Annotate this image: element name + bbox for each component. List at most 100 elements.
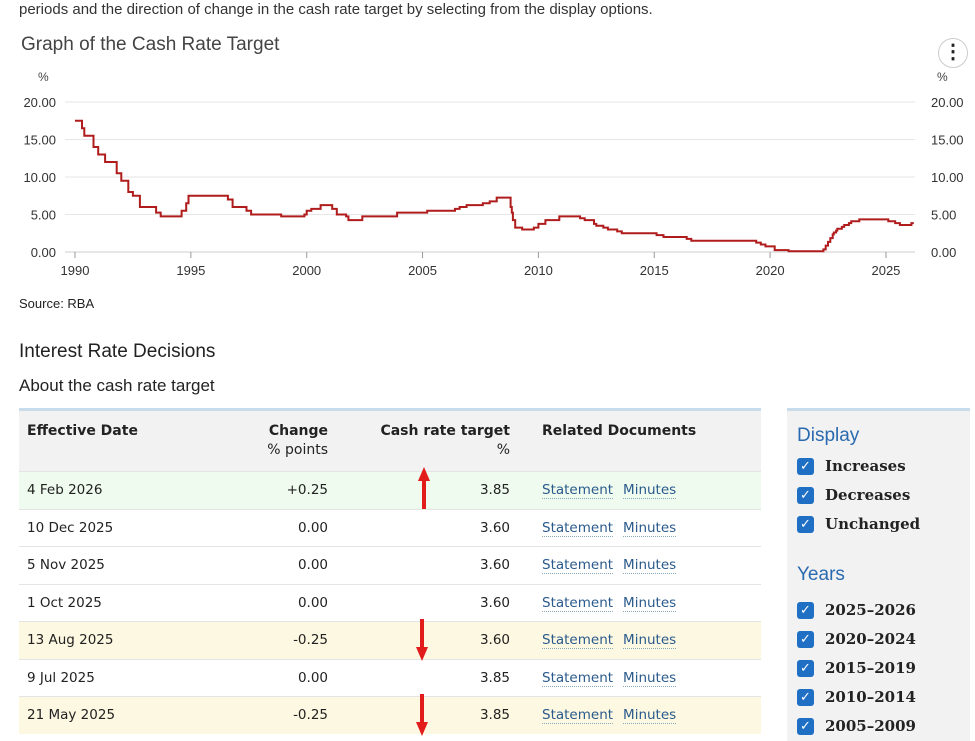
row-target: 3.85 xyxy=(336,467,518,509)
statement-link[interactable]: Statement xyxy=(542,669,614,687)
section-title: Interest Rate Decisions xyxy=(19,341,216,362)
statement-link[interactable]: Statement xyxy=(542,632,614,650)
row-date: 10 Dec 2025 xyxy=(19,508,195,547)
table-row: 13 Aug 2025 -0.25 3.60 Statement Minutes xyxy=(19,619,761,661)
checkbox-checked-icon: ✓ xyxy=(797,717,814,735)
x-tick-label: 2020 xyxy=(756,263,785,278)
minutes-link[interactable]: Minutes xyxy=(623,632,677,650)
minutes-link[interactable]: Minutes xyxy=(623,519,677,537)
row-change: -0.25 xyxy=(195,696,336,734)
checkbox-2025-2026[interactable]: ✓ 2025–2026 xyxy=(797,600,970,620)
checkbox-label: Unchanged xyxy=(825,515,921,533)
table-row: 21 May 2025 -0.25 3.85 Statement Minutes xyxy=(19,694,761,736)
checkbox-label: Increases xyxy=(825,457,906,475)
row-docs: Statement Minutes xyxy=(518,546,761,584)
table-row: 10 Dec 2025 0.00 3.60 Statement Minutes xyxy=(19,508,761,547)
row-docs: Statement Minutes xyxy=(518,621,761,659)
x-tick-label: 2000 xyxy=(292,263,321,278)
arrow-up-icon xyxy=(418,467,430,509)
statement-link[interactable]: Statement xyxy=(542,482,614,500)
x-tick-label: 2025 xyxy=(871,263,900,278)
row-date: 5 Nov 2025 xyxy=(19,546,195,584)
checkbox-2020-2024[interactable]: ✓ 2020–2024 xyxy=(797,629,970,649)
minutes-link[interactable]: Minutes xyxy=(623,482,677,500)
minutes-link[interactable]: Minutes xyxy=(623,707,677,725)
cash-rate-chart: % % 0.00 0.00 5.00 5.00 10.00 10.00 15.00 15.00 20… xyxy=(23,70,964,278)
cash-rate-line xyxy=(75,119,914,253)
display-title: Display xyxy=(797,425,860,446)
row-docs: Statement Minutes xyxy=(518,508,761,547)
y-tick-right: 0.00 xyxy=(931,245,956,260)
checkbox-checked-icon: ✓ xyxy=(797,659,814,677)
y-tick-right: 20.00 xyxy=(931,95,964,110)
y-tick-left: 5.00 xyxy=(31,208,56,223)
checkbox-checked-icon: ✓ xyxy=(797,601,814,619)
arrow-down-icon xyxy=(416,694,428,736)
chart-source: Source: RBA xyxy=(19,296,95,311)
table-row: 1 Oct 2025 0.00 3.60 Statement Minutes xyxy=(19,583,761,622)
row-docs: Statement Minutes xyxy=(518,696,761,734)
decisions-table: Effective Date Change% points Cash rate … xyxy=(19,408,761,736)
statement-link[interactable]: Statement xyxy=(542,557,614,575)
row-target: 3.85 xyxy=(336,658,518,697)
row-date: 21 May 2025 xyxy=(19,696,195,734)
checkbox-increases[interactable]: ✓ Increases xyxy=(797,456,970,476)
table-row: 5 Nov 2025 0.00 3.60 Statement Minutes xyxy=(19,546,761,584)
checkbox-decreases[interactable]: ✓ Decreases xyxy=(797,485,970,505)
y-tick-left: 20.00 xyxy=(23,95,56,110)
y-tick-left: 15.00 xyxy=(23,133,56,148)
x-tick-label: 1990 xyxy=(61,263,90,278)
row-target: 3.85 xyxy=(336,694,518,736)
row-target: 3.60 xyxy=(336,546,518,584)
row-target: 3.60 xyxy=(336,583,518,622)
chart-menu-button[interactable]: ⋮ xyxy=(938,38,968,68)
row-date: 1 Oct 2025 xyxy=(19,583,195,622)
checkbox-2010-2014[interactable]: ✓ 2010–2014 xyxy=(797,687,970,707)
row-docs: Statement Minutes xyxy=(518,583,761,622)
row-change: 0.00 xyxy=(195,658,336,697)
checkbox-2005-2009[interactable]: ✓ 2005–2009 xyxy=(797,716,970,736)
statement-link[interactable]: Statement xyxy=(542,519,614,537)
checkbox-label: 2010–2014 xyxy=(825,688,916,706)
row-change: 0.00 xyxy=(195,583,336,622)
row-date: 13 Aug 2025 xyxy=(19,621,195,659)
more-vertical-icon: ⋮ xyxy=(943,41,963,63)
checkbox-label: Decreases xyxy=(825,486,911,504)
checkbox-label: 2020–2024 xyxy=(825,630,916,648)
col-target: Cash rate target% xyxy=(336,409,518,472)
checkbox-checked-icon: ✓ xyxy=(797,486,814,504)
x-tick-label: 2015 xyxy=(640,263,669,278)
y-unit-right: % xyxy=(937,70,948,84)
subsection-title: About the cash rate target xyxy=(19,376,215,395)
y-tick-right: 5.00 xyxy=(931,208,956,223)
table-row: 4 Feb 2026 +0.25 3.85 Statement Minutes xyxy=(19,467,761,509)
col-docs: Related Documents xyxy=(518,409,761,472)
col-change: Change% points xyxy=(195,409,336,472)
checkbox-label: 2005–2009 xyxy=(825,717,916,735)
minutes-link[interactable]: Minutes xyxy=(623,557,677,575)
minutes-link[interactable]: Minutes xyxy=(623,594,677,612)
y-unit-left: % xyxy=(38,70,49,84)
row-change: -0.25 xyxy=(195,621,336,659)
row-date: 9 Jul 2025 xyxy=(19,658,195,697)
row-docs: Statement Minutes xyxy=(518,658,761,697)
checkbox-checked-icon: ✓ xyxy=(797,515,814,533)
row-change: 0.00 xyxy=(195,508,336,547)
x-tick-label: 1995 xyxy=(176,263,205,278)
arrow-down-icon xyxy=(416,619,428,661)
minutes-link[interactable]: Minutes xyxy=(623,669,677,687)
filter-panel: Display ✓ Increases ✓ Decreases ✓ Unchanged Y… xyxy=(787,408,970,741)
checkbox-checked-icon: ✓ xyxy=(797,630,814,648)
checkbox-unchanged[interactable]: ✓ Unchanged xyxy=(797,514,970,534)
checkbox-2015-2019[interactable]: ✓ 2015–2019 xyxy=(797,658,970,678)
y-tick-left: 0.00 xyxy=(31,245,56,260)
row-date: 4 Feb 2026 xyxy=(19,471,195,509)
row-target: 3.60 xyxy=(336,508,518,547)
x-tick-label: 2010 xyxy=(524,263,553,278)
row-change: 0.00 xyxy=(195,546,336,584)
row-docs: Statement Minutes xyxy=(518,471,761,509)
checkbox-label: 2025–2026 xyxy=(825,601,916,619)
checkbox-label: 2015–2019 xyxy=(825,659,916,677)
statement-link[interactable]: Statement xyxy=(542,594,614,612)
statement-link[interactable]: Statement xyxy=(542,707,614,725)
